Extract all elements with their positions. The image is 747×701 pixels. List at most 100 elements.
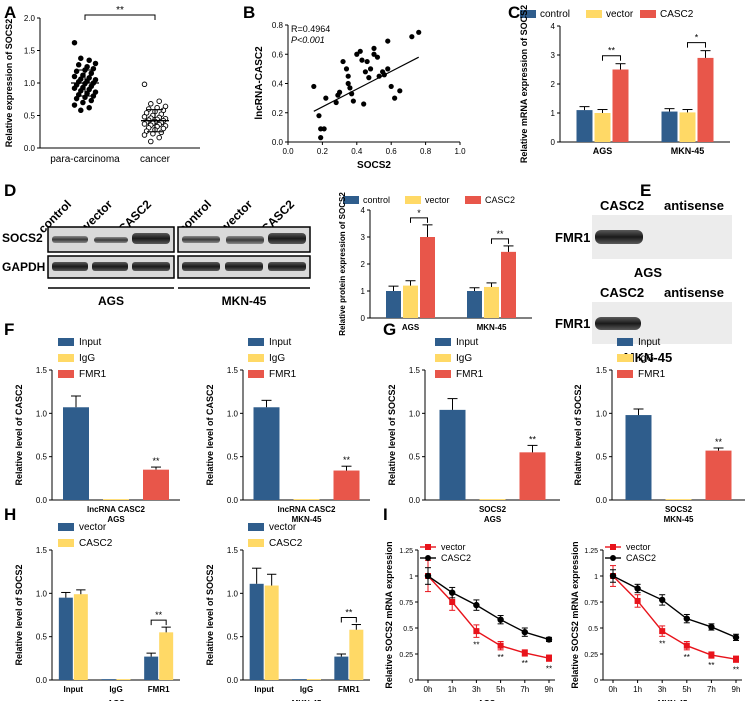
bar xyxy=(333,470,360,500)
x-tick-label: 1.0 xyxy=(454,147,466,156)
y-tick-label: 2.0 xyxy=(24,14,36,23)
y-tick-label: 1.5 xyxy=(36,546,48,555)
y-tick-label: 0.0 xyxy=(227,496,239,505)
blot-band xyxy=(268,233,306,244)
data-point xyxy=(345,80,351,87)
legend-label: CASC2 xyxy=(626,553,656,563)
significance-stars: ** xyxy=(496,229,504,239)
y-axis-title-wrap: lncRNA-CASC2 xyxy=(254,46,265,120)
bar xyxy=(349,629,364,680)
blot-row-label: FMR1 xyxy=(555,230,590,245)
legend-swatch xyxy=(248,338,264,346)
y-axis-title: Relative mRNA expression of SOCS2 xyxy=(519,5,529,163)
data-point xyxy=(78,55,84,62)
x-category-label: SOCS2 xyxy=(665,505,693,514)
legend-marker xyxy=(610,555,616,561)
x-sublabel: AGS xyxy=(484,515,502,524)
bar xyxy=(143,469,169,500)
bar xyxy=(403,285,418,318)
significance-stars: ** xyxy=(343,455,351,465)
y-tick-label: 0.5 xyxy=(24,112,36,121)
legend-label: FMR1 xyxy=(638,369,666,380)
legend-swatch xyxy=(520,10,536,18)
legend-label: IgG xyxy=(456,353,472,364)
legend-label: CASC2 xyxy=(79,538,113,549)
data-point xyxy=(323,95,329,101)
bar xyxy=(159,632,174,680)
y-tick-label: 3 xyxy=(361,233,366,242)
data-point xyxy=(634,597,641,604)
legend-label: Input xyxy=(79,337,101,348)
blot-band xyxy=(268,262,306,271)
legend-label: FMR1 xyxy=(79,369,107,380)
data-point xyxy=(156,98,162,104)
significance-bracket xyxy=(410,217,428,223)
y-axis-title: Relative expression of SOCS2 xyxy=(4,19,14,148)
bar xyxy=(697,57,714,142)
legend-label: control xyxy=(363,195,390,205)
significance-stars: ** xyxy=(684,653,690,662)
data-point xyxy=(350,98,356,104)
blot-band xyxy=(225,262,263,271)
bar xyxy=(249,583,264,680)
data-point xyxy=(497,616,504,623)
y-axis-title: Relative level of CASC2 xyxy=(205,384,215,485)
y-tick-label: 0 xyxy=(409,678,413,685)
x-category-label: para-carcinoma xyxy=(50,154,120,165)
x-category-label: Input xyxy=(254,685,274,694)
y-tick-label: 0.75 xyxy=(399,600,413,607)
y-tick-label: 0.0 xyxy=(36,496,48,505)
data-point xyxy=(148,101,154,107)
x-tick-label: 9h xyxy=(545,685,554,694)
legend-swatch xyxy=(640,10,656,18)
blot-band xyxy=(52,262,88,271)
data-point xyxy=(158,129,165,136)
y-tick-label: 1.5 xyxy=(36,366,48,375)
legend-label: FMR1 xyxy=(269,369,297,380)
legend-swatch xyxy=(58,338,74,346)
legend-label: Input xyxy=(638,337,660,348)
data-point xyxy=(354,51,360,57)
y-tick-label: 0.5 xyxy=(227,453,239,462)
blot-header: antisense xyxy=(664,285,724,300)
data-point xyxy=(732,634,740,641)
legend-label: IgG xyxy=(638,353,654,364)
y-tick-label: 1.0 xyxy=(24,79,36,88)
y-tick-label: 1 xyxy=(594,574,598,581)
blot-band xyxy=(94,237,128,243)
significance-stars: ** xyxy=(608,46,616,56)
data-point xyxy=(449,589,456,596)
legend-swatch xyxy=(58,370,74,378)
data-point xyxy=(374,54,381,60)
y-tick-label: 1.25 xyxy=(399,548,413,555)
significance-stars: ** xyxy=(546,664,552,673)
data-point xyxy=(345,73,351,79)
significance-stars: ** xyxy=(522,659,528,668)
significance-stars: ** xyxy=(529,434,537,444)
data-point xyxy=(385,38,391,44)
significance-stars: * xyxy=(417,208,421,218)
data-point xyxy=(609,572,617,580)
y-tick-label: 1.0 xyxy=(409,409,421,418)
panel-label-c: C xyxy=(508,3,520,22)
bar xyxy=(576,110,593,142)
legend-label: vector xyxy=(606,9,634,20)
data-point xyxy=(347,85,353,91)
legend-label: CASC2 xyxy=(485,195,515,205)
bar xyxy=(439,409,466,500)
x-tick-label: 1h xyxy=(448,685,457,694)
data-point xyxy=(75,62,82,68)
legend-label: FMR1 xyxy=(456,369,484,380)
data-point xyxy=(473,628,480,635)
blot-row-label: FMR1 xyxy=(555,316,590,331)
legend-swatch xyxy=(248,539,264,547)
x-sublabel: MKN-45 xyxy=(664,515,694,524)
y-axis-title: Relative SOCS2 mRNA expression xyxy=(384,541,394,688)
legend-swatch xyxy=(435,370,451,378)
significance-bracket xyxy=(84,14,156,20)
legend-swatch xyxy=(248,523,264,531)
y-tick-label: 2 xyxy=(361,260,366,269)
legend-label: vector xyxy=(626,542,651,552)
legend-label: CASC2 xyxy=(441,553,471,563)
data-point xyxy=(546,655,552,662)
